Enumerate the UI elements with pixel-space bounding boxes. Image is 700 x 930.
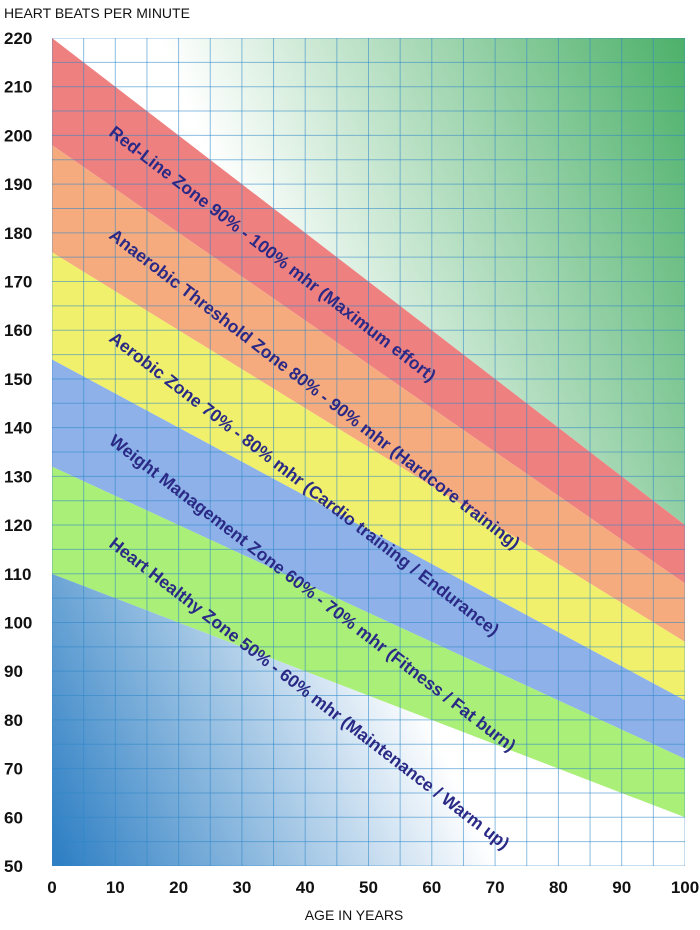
x-tick-label: 30 [232, 878, 251, 897]
x-axis-ticks: 0 10 20 30 40 50 60 70 80 90 100 [47, 878, 699, 897]
x-tick-label: 50 [359, 878, 378, 897]
y-tick-label: 60 [4, 808, 23, 827]
y-tick-label: 120 [4, 516, 32, 535]
x-tick-label: 100 [671, 878, 699, 897]
grid-lines [52, 38, 685, 866]
y-tick-label: 210 [4, 78, 32, 97]
y-tick-label: 200 [4, 126, 32, 145]
x-tick-label: 60 [422, 878, 441, 897]
y-tick-label: 150 [4, 370, 32, 389]
y-tick-label: 170 [4, 273, 32, 292]
y-axis-ticks: 220 210 200 190 180 170 160 150 140 130 120 110 100 9… [4, 29, 32, 876]
x-tick-label: 0 [47, 878, 56, 897]
y-tick-label: 70 [4, 760, 23, 779]
y-tick-label: 220 [4, 29, 32, 48]
x-axis-title: AGE IN YEARS [305, 907, 404, 923]
x-tick-label: 70 [486, 878, 505, 897]
y-axis-title: HEART BEATS PER MINUTE [4, 5, 190, 21]
y-tick-label: 100 [4, 613, 32, 632]
y-tick-label: 110 [4, 565, 31, 584]
y-tick-label: 130 [4, 467, 32, 486]
y-tick-label: 180 [4, 224, 32, 243]
x-tick-label: 90 [612, 878, 631, 897]
x-tick-label: 40 [296, 878, 315, 897]
y-tick-label: 160 [4, 321, 32, 340]
x-tick-label: 80 [549, 878, 568, 897]
plot-area [52, 38, 685, 866]
y-tick-label: 140 [4, 419, 32, 438]
x-tick-label: 10 [106, 878, 125, 897]
y-tick-label: 90 [4, 662, 23, 681]
x-tick-label: 20 [169, 878, 188, 897]
y-tick-label: 80 [4, 711, 23, 730]
y-tick-label: 50 [4, 857, 23, 876]
y-tick-label: 190 [4, 175, 32, 194]
